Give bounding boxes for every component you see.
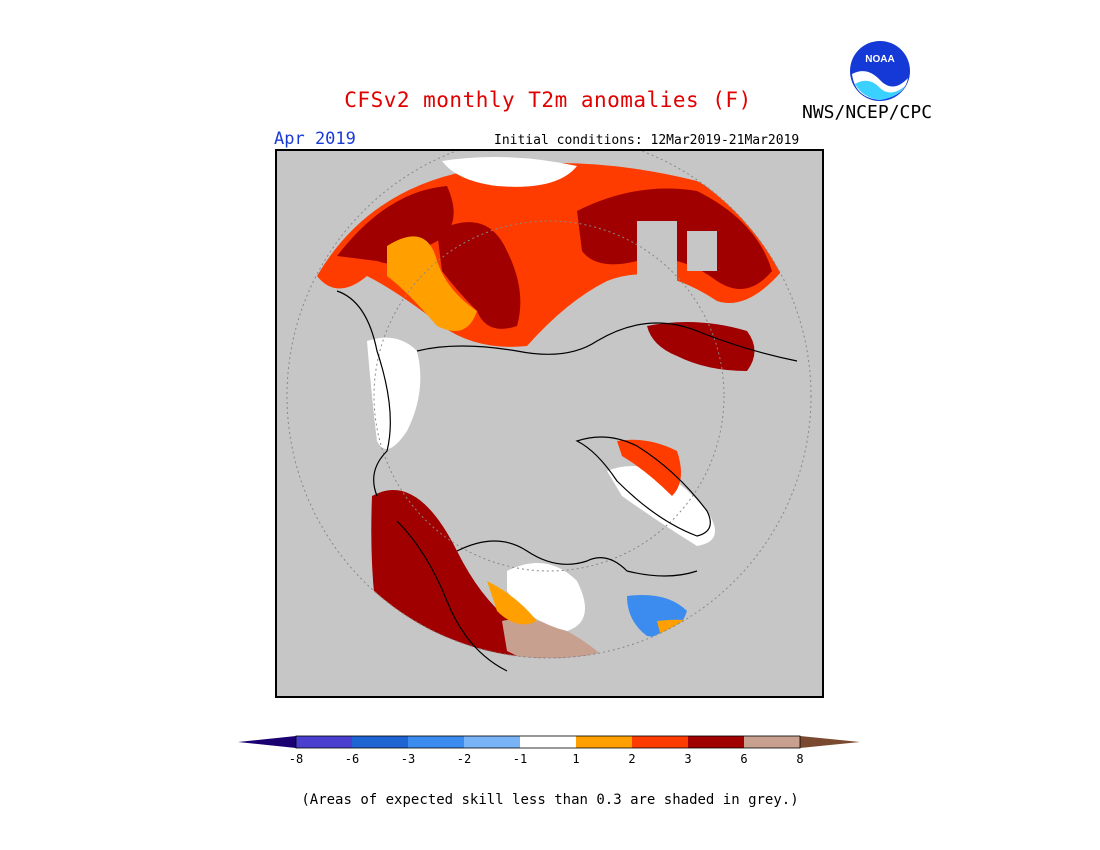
anomaly-region-greenland-red [617, 439, 681, 496]
forecast-month: Apr 2019 [274, 129, 356, 149]
map-title: CFSv2 monthly T2m anomalies (F) [344, 88, 752, 112]
legend-swatch [576, 736, 632, 748]
legend-tick: -1 [512, 752, 528, 766]
legend-tick: -8 [288, 752, 304, 766]
agency-label: NWS/NCEP/CPC [802, 102, 933, 123]
legend-swatch [744, 736, 800, 748]
legend-swatch [408, 736, 464, 748]
legend-tick: -3 [400, 752, 416, 766]
anomaly-region-skill-mask [637, 221, 677, 281]
anomaly-region-greenland-white [607, 466, 715, 546]
anomaly-region-canada-white [697, 621, 747, 658]
legend-swatch-above-8 [800, 736, 860, 748]
anomaly-region-siberia-3-6 [647, 322, 755, 371]
legend-swatch [464, 736, 520, 748]
anomaly-region-canada-white [507, 563, 585, 631]
anomaly-region-america-tan [502, 619, 612, 658]
graticule-circle-inner [373, 220, 725, 572]
legend-colorbar [238, 735, 860, 749]
noaa-logo-text: NOAA [865, 54, 894, 65]
legend-tick: 6 [740, 752, 748, 766]
skill-footnote: (Areas of expected skill less than 0.3 a… [301, 792, 799, 808]
anomaly-region-atlantic-white [367, 337, 421, 449]
legend-tick: 3 [684, 752, 692, 766]
legend-swatch [520, 736, 576, 748]
polar-map [275, 149, 824, 698]
anomaly-region-canada-orange [487, 581, 537, 625]
legend-tick: 2 [628, 752, 636, 766]
legend-swatch [296, 736, 352, 748]
anomaly-region-eurasia-3-6 [437, 222, 521, 329]
legend-swatch-below-8 [238, 736, 296, 748]
legend-tick: -2 [456, 752, 472, 766]
legend-tick: 1 [572, 752, 580, 766]
anomaly-region-orange [387, 236, 477, 331]
graticule-circle-outer [286, 151, 812, 659]
anomaly-region-canada-blue [627, 595, 687, 637]
anomaly-region-canada-orange [657, 619, 717, 658]
legend-swatch [632, 736, 688, 748]
polar-map-canvas [286, 151, 812, 672]
anomaly-region-skill-mask [687, 231, 717, 271]
initial-conditions: Initial conditions: 12Mar2019-21Mar2019 [494, 133, 800, 148]
legend-swatch [688, 736, 744, 748]
legend-tick: -6 [344, 752, 360, 766]
legend-tick: 8 [796, 752, 804, 766]
legend-swatch [352, 736, 408, 748]
coastlines [336, 290, 798, 672]
anomaly-region-white [442, 157, 577, 187]
noaa-logo-icon: NOAA [850, 41, 910, 101]
